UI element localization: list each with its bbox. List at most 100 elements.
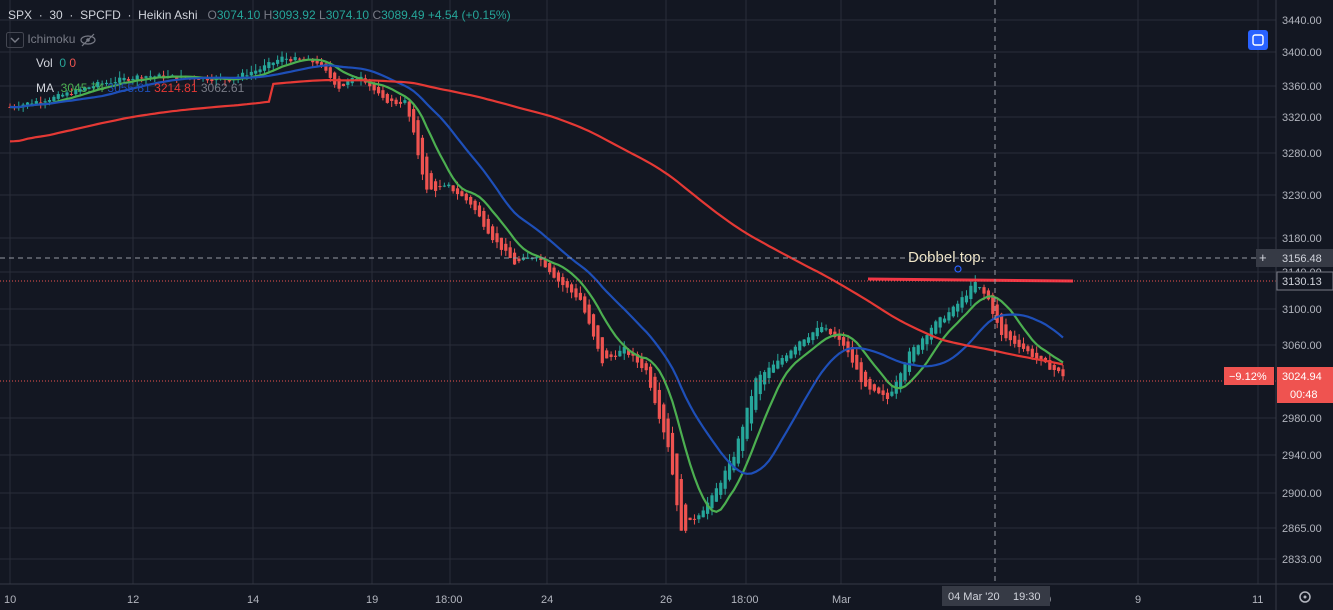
ma-value-2: 3055.81 <box>107 81 151 95</box>
candle-body <box>784 355 789 362</box>
source-label: SPCFD <box>80 8 121 22</box>
candle-body <box>319 62 324 66</box>
vol-value-up: 0 <box>59 56 67 70</box>
candle-body <box>627 350 631 355</box>
candle-body <box>907 351 912 372</box>
volume-legend[interactable]: Vol 0 0 <box>36 56 76 70</box>
candle-body <box>657 389 661 419</box>
candle-body <box>56 94 60 99</box>
candle-body <box>583 296 587 313</box>
candle-body <box>394 99 398 105</box>
candle-body <box>942 318 947 323</box>
gear-icon[interactable] <box>1299 591 1311 603</box>
candle-body <box>776 360 780 369</box>
candle-body <box>565 281 569 288</box>
candle-body <box>960 297 964 308</box>
candle-body <box>104 82 109 85</box>
open-value: 3074.10 <box>216 8 261 22</box>
ichimoku-legend[interactable]: Ichimoku <box>6 32 97 48</box>
price-tick-label: 3320.00 <box>1282 112 1322 124</box>
candle-body <box>736 438 740 464</box>
candle-body <box>1052 364 1056 370</box>
candles-layer <box>8 51 1065 534</box>
interval-label[interactable]: 30 <box>49 8 63 22</box>
ma-line-fast <box>9 58 1064 513</box>
candle-body <box>543 258 547 268</box>
candle-body <box>512 252 517 265</box>
candle-body <box>372 83 376 91</box>
candle-body <box>508 247 512 259</box>
candle-body <box>828 328 833 335</box>
candle-body <box>912 347 916 362</box>
candle-body <box>868 378 872 390</box>
candle-body <box>398 101 403 104</box>
candle-body <box>1030 348 1034 357</box>
candle-body <box>688 517 692 521</box>
candle-body <box>670 432 675 475</box>
candle-body <box>609 354 613 357</box>
candle-body <box>890 391 894 396</box>
candle-body <box>381 90 385 98</box>
fullscreen-icon <box>1252 34 1264 46</box>
candle-body <box>539 257 543 260</box>
vol-label: Vol <box>36 56 53 70</box>
candle-body <box>815 327 819 337</box>
candle-body <box>806 337 811 343</box>
candle-body <box>749 396 754 424</box>
ichimoku-label[interactable]: Ichimoku <box>27 32 76 47</box>
candle-body <box>640 358 644 369</box>
candle-body <box>820 326 824 333</box>
auto-scale-button[interactable] <box>1248 30 1268 50</box>
price-tick-label: 2865.00 <box>1282 523 1322 535</box>
candle-body <box>1061 369 1065 377</box>
candle-body <box>341 83 346 87</box>
candle-body <box>697 515 701 520</box>
candle-body <box>74 89 78 95</box>
candle-body <box>521 257 525 260</box>
price-tick-label: 2833.00 <box>1282 554 1322 566</box>
candle-body <box>991 294 995 314</box>
candle-body <box>855 354 859 370</box>
candle-body <box>416 120 420 156</box>
candle-body <box>644 363 648 371</box>
time-tick-label: 12 <box>127 594 139 606</box>
candle-body <box>69 94 74 96</box>
chevron-down-icon[interactable] <box>6 32 24 48</box>
crosshair-date-label: 04 Mar '20 <box>948 591 1000 603</box>
candle-body <box>1026 346 1030 352</box>
candle-body <box>951 306 955 317</box>
price-tick-label: 2900.00 <box>1282 488 1322 500</box>
candle-body <box>245 75 249 77</box>
crosshair-time-box <box>942 586 1050 606</box>
candle-body <box>916 345 920 355</box>
candle-body <box>460 191 464 197</box>
ma-legend[interactable]: MA 3045.74 3055.81 3214.81 3062.61 <box>36 81 244 95</box>
overlays-layer: Dobbel top. <box>0 0 1276 584</box>
candle-body <box>61 94 65 97</box>
last-price-box <box>1277 367 1333 403</box>
candle-body <box>938 317 942 328</box>
eye-off-icon[interactable] <box>79 33 97 47</box>
candle-body <box>464 193 468 201</box>
candle-body <box>47 100 52 102</box>
last-change-box <box>1224 367 1274 385</box>
candle-body <box>956 303 960 312</box>
crosshair-time-label: 19:30 <box>1013 591 1041 603</box>
candle-body <box>798 341 802 351</box>
candle-body <box>789 350 793 359</box>
candle-body <box>477 205 482 217</box>
symbol-name[interactable]: SPX <box>8 8 33 22</box>
candle-body <box>710 495 714 509</box>
candle-body <box>96 81 100 88</box>
candle-body <box>82 87 87 91</box>
price-tick-label: 2940.00 <box>1282 450 1322 462</box>
candle-body <box>30 103 34 105</box>
ma-value-3: 3214.81 <box>154 81 198 95</box>
candle-body <box>605 350 609 359</box>
candle-body <box>451 185 455 192</box>
price-tick-label: 3440.00 <box>1282 15 1322 27</box>
candle-body <box>407 101 411 117</box>
candle-body <box>276 59 280 64</box>
candle-body <box>240 72 245 79</box>
